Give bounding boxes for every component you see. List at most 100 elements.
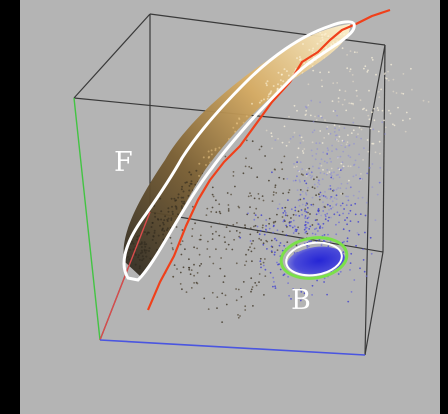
scatter-point	[323, 137, 326, 139]
box-edge-front-right	[364, 126, 371, 356]
scatter-point	[404, 130, 407, 133]
scatter-point-blue	[315, 142, 318, 145]
scatter-point-blue	[371, 163, 374, 165]
scatter-point	[171, 247, 174, 249]
scatter-point-blue	[326, 212, 329, 215]
scatter-point	[307, 211, 309, 214]
scatter-point-blue	[368, 167, 371, 169]
scatter-point-blue	[322, 201, 324, 204]
band-point	[177, 196, 180, 199]
scatter-point	[252, 240, 255, 242]
separation-curve	[146, 8, 391, 311]
scatter-point	[225, 226, 228, 229]
scatter-point-blue	[347, 199, 350, 202]
scatter-point-blue	[300, 209, 303, 211]
scatter-point	[218, 222, 221, 225]
scatter-point	[341, 103, 344, 106]
scatter-point-blue	[333, 131, 336, 133]
scatter-point	[402, 92, 405, 95]
scatter-point-blue	[299, 193, 302, 196]
scatter-point	[351, 74, 354, 76]
scatter-point	[268, 222, 270, 225]
scatter-point	[249, 227, 252, 230]
scatter-point	[253, 225, 255, 228]
scatter-point	[336, 82, 339, 84]
scatter-point	[274, 186, 277, 189]
band-point	[302, 43, 304, 45]
scatter-point	[240, 296, 243, 298]
scatter-point	[302, 152, 305, 154]
scatter-point	[290, 217, 292, 219]
scatter-point	[332, 82, 335, 85]
scatter-point	[338, 168, 341, 171]
band-point	[180, 196, 183, 199]
scatter-point	[250, 242, 253, 245]
band-point	[205, 164, 207, 166]
band-point	[131, 240, 134, 243]
scatter-point	[369, 127, 372, 130]
scatter-point	[221, 292, 224, 295]
scatter-point	[227, 210, 230, 212]
scatter-point	[320, 79, 323, 82]
scatter-point	[244, 224, 246, 227]
scatter-point-blue	[316, 185, 319, 188]
scatter-point-blue	[357, 233, 360, 236]
scatter-point-blue	[292, 288, 294, 290]
scatter-point	[245, 253, 247, 256]
scatter-point	[181, 229, 184, 231]
scatter-point-blue	[330, 176, 333, 179]
scatter-point-blue	[319, 191, 322, 194]
scatter-point	[258, 197, 261, 200]
scatter-point-blue	[315, 227, 318, 230]
scatter-point	[230, 193, 233, 196]
scatter-point	[253, 212, 256, 215]
scatter-point-blue	[305, 211, 308, 214]
scatter-point-blue	[247, 212, 249, 215]
band-point	[153, 231, 156, 234]
scatter-point-blue	[292, 219, 295, 222]
box-edge-top-left	[73, 13, 151, 99]
scatter-point-blue	[346, 216, 348, 219]
scatter-point	[199, 234, 202, 237]
scatter-point	[283, 125, 286, 128]
scatter-point-blue	[301, 190, 304, 193]
scatter-point-blue	[273, 281, 275, 283]
scatter-point-blue	[304, 217, 306, 219]
scatter-point	[327, 132, 330, 135]
scatter-point	[411, 88, 413, 91]
scatter-point-blue	[340, 168, 343, 171]
scatter-point	[218, 234, 221, 237]
scatter-point-blue	[311, 232, 314, 235]
scatter-point	[235, 262, 238, 265]
scatter-point-blue	[336, 211, 339, 214]
scatter-point	[274, 168, 276, 171]
scatter-point	[205, 214, 208, 217]
band-point	[177, 193, 180, 196]
scatter-point	[237, 314, 239, 316]
scatter-point-blue	[265, 219, 268, 221]
band-point	[166, 229, 168, 232]
scatter-point	[219, 212, 222, 215]
scatter-point-blue	[327, 233, 329, 236]
scatter-point-blue	[339, 204, 342, 207]
scatter-point-blue	[274, 251, 276, 254]
scatter-point-blue	[338, 129, 340, 131]
scatter-point	[181, 288, 183, 291]
scatter-point-blue	[323, 234, 326, 236]
scatter-point	[358, 126, 361, 129]
scatter-point-blue	[260, 214, 263, 217]
scatter-point-blue	[322, 195, 325, 197]
scatter-point	[188, 268, 191, 271]
scatter-point-blue	[299, 180, 301, 183]
scatter-point	[330, 167, 333, 170]
scatter-point-blue	[298, 204, 301, 207]
scatter-point-blue	[334, 110, 337, 112]
band-point	[148, 250, 150, 252]
band-point	[312, 47, 315, 50]
band-point	[164, 215, 167, 218]
scatter-point-blue	[323, 160, 326, 163]
scatter-point	[387, 70, 389, 73]
scatter-point-blue	[318, 179, 321, 182]
label-cluster-f: F	[114, 147, 133, 178]
scatter-point	[368, 89, 370, 92]
